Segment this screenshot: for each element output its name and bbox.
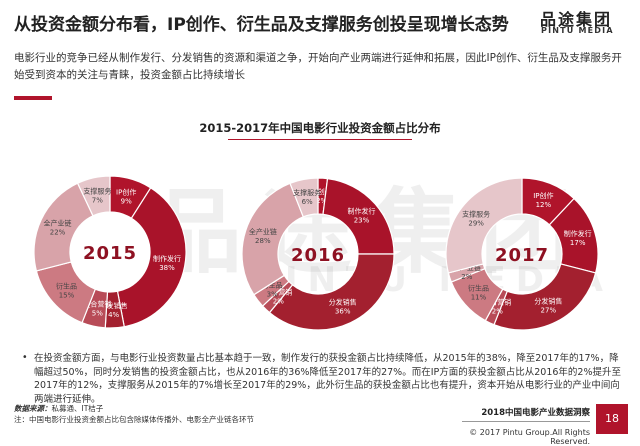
- slice-label: 分发销售: [100, 301, 128, 310]
- footnote: 注：中国电影行业投资金额占比包含除媒体传播外、电影全产业链各环节: [14, 415, 254, 424]
- slice-value-label: 23%: [354, 217, 370, 225]
- slice-label: 整合营销: [83, 300, 111, 309]
- accent-bar: [14, 96, 52, 100]
- source-value: 私募通、IT桔子: [51, 404, 104, 413]
- slice-label: 制作发行: [564, 229, 592, 238]
- slice-value-label: 2%: [492, 307, 503, 315]
- slice-value-label: 5%: [92, 310, 103, 318]
- pie-slice: [289, 177, 319, 218]
- copyright: © 2017 Pintu Group.All Rights Reserved.: [469, 428, 590, 446]
- page-title: 从投资金额分布看，IP创作、衍生品及支撑服务创投呈现增长态势: [14, 15, 509, 35]
- pie-slice: [493, 263, 597, 331]
- slice-label: 支撑服务: [293, 188, 321, 197]
- slice-label: 衍生品: [56, 281, 77, 290]
- slice-label: 支撑服务: [83, 186, 111, 195]
- chart-title-rule: [228, 139, 412, 140]
- donut-charts: IP创作9%制作发行38%分发销售4%整合营销5%衍生品15%全产业链22%支撑…: [33, 175, 599, 331]
- year-label: 2015: [83, 243, 137, 264]
- slice-value-label: 29%: [468, 219, 484, 227]
- analysis-text: 在投资金额方面，与电影行业投资数量占比基本趋于一致，制作发行的获投金额占比持续降…: [34, 353, 621, 405]
- slice-label: 分发销售: [329, 297, 357, 306]
- slice-label: IP创作: [533, 191, 553, 200]
- slice-label: 整合营销: [483, 297, 511, 306]
- slice-value-label: 28%: [255, 237, 271, 245]
- pie-slice: [445, 177, 523, 274]
- year-label: 2016: [291, 245, 345, 266]
- year-label: 2017: [495, 245, 549, 266]
- pie-slice: [322, 177, 395, 255]
- slice-label: 衍生品: [468, 283, 489, 292]
- pie-slice: [268, 253, 395, 331]
- chart-title: 2015-2017年中国电影行业投资金额占比分布: [199, 121, 441, 135]
- slice-value-label: 36%: [335, 307, 351, 315]
- slice-label: 全产业链: [249, 227, 277, 236]
- slice-label: 分发销售: [534, 297, 562, 306]
- slice-label: 支撑服务: [462, 209, 490, 218]
- slice-label: IP创作: [311, 187, 331, 196]
- slice-label: IP创作: [116, 187, 136, 196]
- page-number: 18: [596, 404, 628, 434]
- slice-value-label: 12%: [536, 201, 552, 209]
- slice-value-label: 2%: [461, 273, 472, 281]
- slice-value-label: 15%: [59, 291, 75, 299]
- slice-value-label: 2%: [316, 197, 327, 205]
- intro-paragraph: 电影行业的竞争已经从制作发行、分发销售的资源和渠道之争，开始向产业两端进行延伸和…: [14, 52, 622, 81]
- pie-slice: [241, 182, 305, 296]
- slice-label: 制作发行: [348, 207, 376, 216]
- slice-value-label: 11%: [471, 293, 487, 301]
- source-label: 数据来源：: [14, 404, 52, 413]
- bullet-dot: •: [22, 352, 28, 363]
- slice-label: 衍生品: [262, 281, 283, 290]
- slice-value-label: 17%: [570, 239, 586, 247]
- slice-value-label: 7%: [92, 196, 103, 204]
- slice-value-label: 2%: [273, 297, 284, 305]
- slice-value-label: 38%: [159, 264, 175, 272]
- slice-label: 制作发行: [153, 254, 181, 263]
- slice-label: 全产业链: [44, 218, 72, 227]
- slice-value-label: 3%: [267, 291, 278, 299]
- slice-value-label: 22%: [50, 228, 66, 236]
- slice-value-label: 4%: [108, 311, 119, 319]
- pie-slice: [116, 187, 187, 328]
- report-title: 2018中国电影产业数据洞察: [462, 406, 590, 422]
- brand-logo-text: 品途集团: [540, 10, 613, 29]
- slice-value-label: 6%: [302, 198, 313, 206]
- pie-slice: [76, 175, 111, 217]
- brand-logo-subtext: PINTU MEDIA: [541, 26, 614, 35]
- slice-value-label: 9%: [121, 197, 132, 205]
- data-source: 数据来源：私募通、IT桔子: [14, 403, 103, 414]
- slice-value-label: 27%: [541, 307, 557, 315]
